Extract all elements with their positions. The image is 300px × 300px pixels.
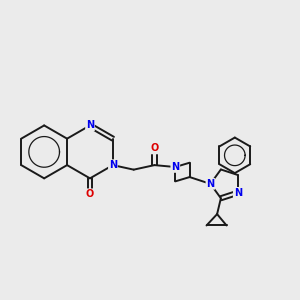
Text: N: N <box>109 160 117 170</box>
Text: N: N <box>86 120 94 130</box>
Text: N: N <box>171 162 179 172</box>
Text: N: N <box>206 179 214 189</box>
Text: O: O <box>150 143 159 154</box>
Text: O: O <box>86 189 94 199</box>
Text: N: N <box>234 188 242 198</box>
